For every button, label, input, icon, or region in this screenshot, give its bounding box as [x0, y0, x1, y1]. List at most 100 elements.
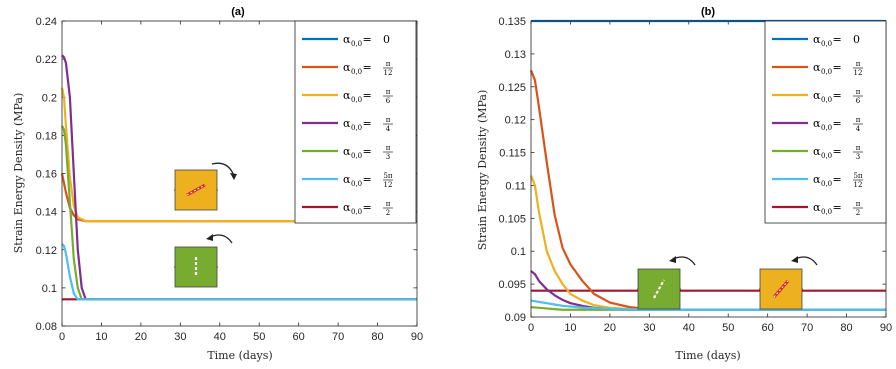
panel-b-ytick-label: 0.13 — [505, 49, 526, 61]
legend-denominator: 12 — [854, 69, 863, 77]
legend-subscript: 0,0 — [351, 96, 362, 104]
legend-denominator: 2 — [386, 209, 390, 217]
panel-a-xtick-label: 20 — [135, 331, 147, 343]
legend-equals: = — [829, 201, 845, 214]
legend-value: 0 — [383, 33, 390, 46]
panel-a-series-line — [60, 87, 417, 223]
legend-alpha: α — [813, 33, 821, 46]
legend-denominator: 3 — [856, 153, 860, 161]
legend-equals: = — [829, 145, 845, 158]
panel-b-xlabel: Time (days) — [675, 349, 740, 362]
legend-equals: = — [829, 173, 845, 186]
legend-numerator: π — [856, 200, 861, 208]
legend-numerator: π — [856, 116, 861, 124]
panel-b-xtick-label: 30 — [643, 322, 655, 334]
panel-a-ytick-label: 0.16 — [36, 169, 57, 181]
legend-subscript: 0,0 — [821, 152, 832, 160]
panel-a-xtick-label: 70 — [332, 331, 344, 343]
panel-b-xtick-label: 70 — [801, 322, 813, 334]
legend-alpha: α — [813, 89, 821, 102]
legend-subscript: 0,0 — [351, 152, 362, 160]
legend-subscript: 0,0 — [821, 208, 832, 216]
panel-a-inset-orange-square — [174, 162, 237, 211]
panel-b-ytick-label: 0.12 — [505, 115, 526, 127]
legend-alpha: α — [813, 117, 821, 130]
panel-a-xlabel: Time (days) — [207, 349, 272, 362]
legend-numerator: π — [386, 144, 391, 152]
legend-subscript: 0,0 — [351, 68, 362, 76]
legend-alpha: α — [343, 61, 351, 74]
legend-equals: = — [359, 201, 375, 214]
legend-equals: = — [359, 145, 375, 158]
panel-b-xtick-label: 90 — [880, 322, 892, 334]
panel-b-series-line — [530, 306, 886, 311]
legend-equals: = — [359, 61, 375, 74]
panel-b-ytick-label: 0.135 — [498, 16, 526, 28]
legend-alpha: α — [343, 145, 351, 158]
panel-a: (a) 0 10 20 30 40 50 60 70 80 900.080.10.120.140.… — [12, 6, 423, 362]
panel-a-series — [60, 54, 417, 301]
panel-a-ytick-label: 0.18 — [36, 130, 57, 142]
panel-a-title: (a) — [231, 6, 245, 18]
panel-b-ytick-label: 0.09 — [505, 312, 526, 324]
panel-a-xtick-label: 90 — [411, 331, 423, 343]
panel-a-legend-entry: α 0,0 = π12 — [343, 60, 393, 77]
panel-a-legend-entry: α 0,0 = π6 — [343, 88, 393, 105]
legend-denominator: 6 — [386, 97, 391, 105]
rotate-counterclockwise-icon — [209, 234, 233, 244]
legend-subscript: 0,0 — [351, 208, 362, 216]
panel-b-inset-green-square — [637, 256, 696, 310]
panel-b-legend-entry: α 0,0 = π3 — [813, 144, 863, 161]
legend-numerator: π — [856, 88, 861, 96]
legend-equals: = — [359, 173, 375, 186]
legend-numerator: π — [386, 60, 391, 68]
legend-alpha: α — [343, 173, 351, 186]
legend-denominator: 2 — [856, 209, 860, 217]
legend-subscript: 0,0 — [821, 180, 832, 188]
panel-b-ytick-label: 0.105 — [498, 213, 526, 225]
panel-a-xtick-label: 60 — [293, 331, 305, 343]
panel-a-ylabel: Strain Energy Density (MPa) — [12, 93, 25, 254]
panel-a-xtick-label: 30 — [174, 331, 186, 343]
panel-b-legend-entry: α 0,0 = π2 — [813, 200, 863, 217]
legend-equals: = — [359, 117, 375, 130]
panel-a-series-line — [61, 54, 417, 301]
legend-numerator: π — [386, 116, 391, 124]
panel-a-xtick-label: 10 — [95, 331, 107, 343]
legend-equals: = — [359, 33, 375, 46]
legend-subscript: 0,0 — [821, 40, 832, 48]
panel-a-inset-green-square — [174, 234, 233, 288]
legend-equals: = — [829, 33, 845, 46]
legend-denominator: 12 — [854, 181, 863, 189]
panel-a-ytick-label: 0.1 — [42, 283, 57, 295]
legend-equals: = — [829, 61, 845, 74]
legend-value: 0 — [853, 33, 860, 46]
legend-equals: = — [829, 117, 845, 130]
legend-alpha: α — [343, 117, 351, 130]
legend-equals: = — [829, 89, 845, 102]
legend-alpha: α — [813, 201, 821, 214]
panel-b-xtick-label: 60 — [762, 322, 774, 334]
panel-b-xtick-label: 40 — [683, 322, 695, 334]
legend-subscript: 0,0 — [351, 124, 362, 132]
legend-denominator: 3 — [386, 153, 390, 161]
panel-b-xtick-label: 0 — [528, 322, 534, 334]
panel-a-xtick-label: 0 — [59, 331, 65, 343]
panel-a-legend-entry: α 0,0 = π3 — [343, 144, 393, 161]
panel-a-ytick-label: 0.08 — [36, 321, 57, 333]
panel-b-inset-orange-square — [759, 256, 818, 310]
panel-b-ytick-label: 0.115 — [499, 148, 526, 160]
panel-b-xtick-label: 80 — [840, 322, 852, 334]
legend-subscript: 0,0 — [351, 40, 362, 48]
panel-b-series-line — [530, 299, 886, 311]
rotate-counterclockwise-icon — [794, 256, 818, 266]
panel-b-legend-entry: α 0,0 = 0 — [813, 33, 860, 48]
legend-alpha: α — [813, 61, 821, 74]
legend-numerator: 5π — [853, 172, 862, 180]
panel-b-ylabel: Strain Energy Density (MPa) — [476, 90, 489, 251]
panel-a-ytick-label: 0.22 — [36, 54, 57, 66]
legend-alpha: α — [813, 173, 821, 186]
